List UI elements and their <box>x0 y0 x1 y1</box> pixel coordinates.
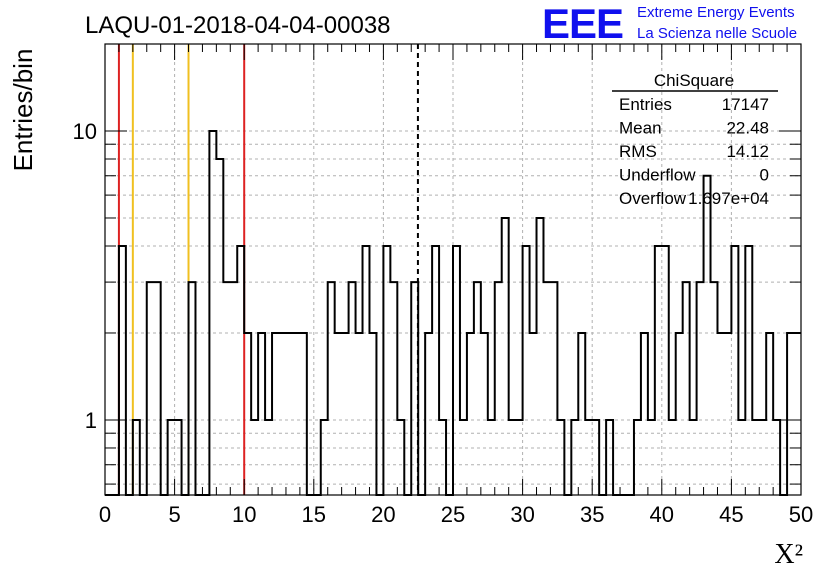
stats-row-label: RMS <box>619 142 657 161</box>
x-tick-label: 35 <box>580 502 604 527</box>
stats-row-label: Overflow <box>619 189 687 208</box>
x-tick-label: 5 <box>168 502 180 527</box>
stats-box: ChiSquare Entries 17147 Mean 22.48 RMS 14.12 U… <box>612 71 778 208</box>
x-tick-label: 50 <box>789 502 813 527</box>
y-axis-label: Entries/bin <box>8 49 38 172</box>
stats-row-value: 17147 <box>722 95 769 114</box>
y-tick-labels: 1 10 <box>73 119 97 433</box>
stats-row-value: 14.12 <box>726 142 769 161</box>
x-tick-label: 25 <box>441 502 465 527</box>
x-tick-labels: 0 5 10 15 20 25 30 35 40 45 50 <box>99 502 813 527</box>
x-tick-label: 30 <box>510 502 534 527</box>
stats-row-label: Entries <box>619 95 672 114</box>
stats-row-label: Underflow <box>619 166 696 185</box>
stats-box-name: ChiSquare <box>654 71 734 90</box>
stats-row-value: 0 <box>760 166 769 185</box>
x-tick-label: 20 <box>371 502 395 527</box>
eee-logo: EEE <box>542 0 624 47</box>
x-tick-label: 15 <box>302 502 326 527</box>
stats-row-value: 1.697e+04 <box>688 189 769 208</box>
x-tick-label: 0 <box>99 502 111 527</box>
x-axis-label: X² <box>774 539 803 570</box>
histogram-step-line <box>105 129 801 496</box>
axis-ticks <box>104 44 802 495</box>
y-tick-label: 1 <box>85 408 97 433</box>
x-tick-label: 45 <box>719 502 743 527</box>
x-tick-label: 10 <box>232 502 256 527</box>
marker-lines <box>117 44 419 495</box>
eee-logo-line1: Extreme Energy Events <box>637 4 795 21</box>
x-tick-label: 40 <box>650 502 674 527</box>
eee-logo-line2: La Scienza nelle Scuole <box>637 25 798 42</box>
stats-row-value: 22.48 <box>726 119 769 138</box>
stats-row-label: Mean <box>619 119 662 138</box>
y-tick-label: 10 <box>73 119 97 144</box>
chart-title: LAQU-01-2018-04-04-00038 <box>85 12 391 39</box>
